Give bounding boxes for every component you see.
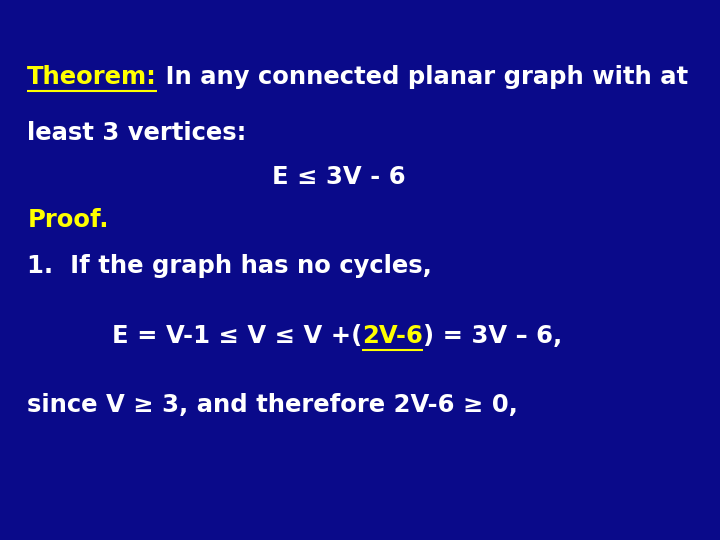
Text: 1.  If the graph has no cycles,: 1. If the graph has no cycles,: [27, 254, 432, 278]
Text: since V ≥ 3, and therefore 2V-6 ≥ 0,: since V ≥ 3, and therefore 2V-6 ≥ 0,: [27, 393, 518, 417]
Text: E ≤ 3V - 6: E ≤ 3V - 6: [271, 165, 405, 188]
Text: ) = 3V – 6,: ) = 3V – 6,: [423, 324, 562, 348]
Text: In any connected planar graph with at: In any connected planar graph with at: [157, 65, 688, 89]
Text: 2V-6: 2V-6: [362, 324, 423, 348]
Text: Proof.: Proof.: [27, 208, 109, 232]
Text: Theorem:: Theorem:: [27, 65, 157, 89]
Text: E = V-1 ≤ V ≤ V +(: E = V-1 ≤ V ≤ V +(: [112, 324, 362, 348]
Text: least 3 vertices:: least 3 vertices:: [27, 122, 247, 145]
